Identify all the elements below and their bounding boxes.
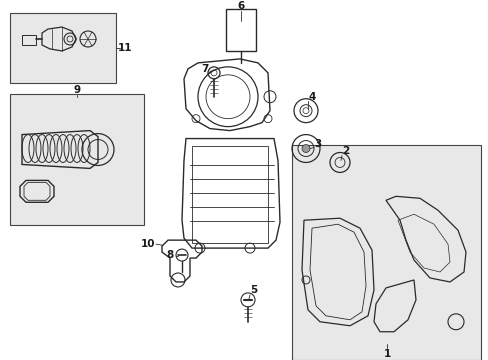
Bar (10, 94, 143, 225)
Text: 11: 11 (118, 43, 132, 53)
Bar (225, 9, 256, 51)
Bar (192, 145, 267, 243)
Text: 5: 5 (250, 285, 257, 295)
Text: 8: 8 (166, 250, 173, 260)
Bar (10, 13, 116, 83)
Bar (22, 35, 36, 45)
Text: 1: 1 (383, 348, 390, 359)
Bar (291, 144, 480, 360)
Text: 3: 3 (314, 139, 321, 149)
Text: 9: 9 (73, 85, 81, 95)
Text: 2: 2 (342, 145, 349, 156)
Text: 10: 10 (141, 239, 155, 249)
Circle shape (302, 144, 309, 153)
Text: 4: 4 (307, 92, 315, 102)
Text: 6: 6 (237, 1, 244, 11)
Text: 7: 7 (201, 64, 208, 74)
